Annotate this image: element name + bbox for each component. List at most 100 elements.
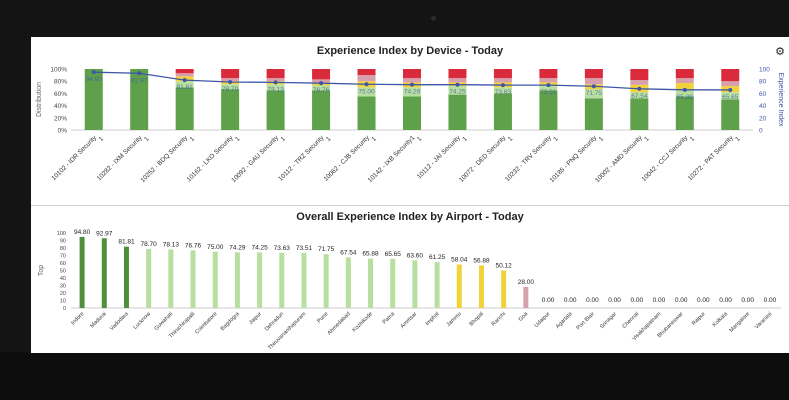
- y-tick-label: 0: [63, 306, 66, 312]
- stacked-bar-segment: [721, 69, 740, 82]
- stacked-bar-segment: [175, 81, 194, 88]
- bar-data-label: 28.00: [518, 279, 535, 286]
- stacked-bar-segment: [721, 92, 740, 100]
- x-tick-label: Varanasi: [754, 311, 773, 330]
- stacked-bar-segment: [630, 69, 649, 80]
- airport-bar: [501, 270, 507, 308]
- bar-data-label: 58.04: [451, 256, 468, 263]
- stacked-bar-segment: [675, 96, 694, 130]
- x-tick-label: Chennai: [621, 311, 640, 330]
- bar-data-label: 75.00: [207, 244, 224, 251]
- stacked-bar-segment: [721, 81, 740, 87]
- y-tick-label: 90: [60, 239, 66, 245]
- stacked-bar-segment: [312, 85, 331, 91]
- stacked-bar-segment: [175, 69, 194, 74]
- line-point: [137, 71, 142, 76]
- airport-bar: [390, 258, 396, 308]
- x-tick-label: Thiruvananthapuram: [267, 311, 307, 351]
- line-data-label: 76.76: [313, 87, 330, 94]
- line-data-label: 71.75: [586, 90, 603, 97]
- line-point: [228, 79, 233, 84]
- stacked-bar-segment: [357, 96, 376, 130]
- x-tick-suffix: 1: [98, 135, 106, 143]
- x-tick-label: Mangalore: [729, 311, 752, 334]
- line-point: [91, 70, 96, 75]
- stacked-bar-segment: [630, 98, 649, 130]
- line-point: [182, 78, 187, 83]
- bar-data-label: 63.60: [407, 252, 424, 259]
- stacked-bar-segment: [493, 78, 512, 83]
- airport-bar: [478, 265, 484, 308]
- bar-data-label: 94.80: [74, 229, 91, 236]
- x-tick-label: Lucknow: [132, 311, 152, 331]
- airport-bar: [234, 252, 240, 308]
- line-data-label: 75.00: [358, 88, 375, 95]
- bar-data-label: 0.00: [697, 297, 710, 304]
- x-tick-label: Ahmedabad: [327, 311, 352, 336]
- y-tick-label: 50: [60, 269, 66, 275]
- y-tick-label: 70: [60, 254, 66, 260]
- line-data-label: 78.13: [267, 86, 284, 93]
- bar-data-label: 65.65: [385, 251, 402, 258]
- bar-data-label: 71.75: [318, 246, 335, 253]
- bar-data-label: 92.97: [96, 230, 113, 237]
- bar-data-label: 67.54: [340, 249, 357, 256]
- device-chart: Distribution Experience Index 0% 20% 40% 60% 8…: [36, 67, 784, 185]
- stacked-bar-segment: [357, 69, 376, 76]
- x-tick-label: Srinagar: [599, 311, 618, 330]
- airport-bar: [168, 249, 174, 308]
- x-tick-suffix: 1: [280, 135, 288, 143]
- airport-chart-title: Overall Experience Index by Airport - To…: [296, 211, 524, 223]
- stacked-bar-segment: [221, 78, 240, 82]
- x-tick-label: Port Blair: [576, 311, 596, 331]
- airport-bar: [190, 250, 196, 308]
- x-tick-label: Agartala: [555, 311, 574, 330]
- x-tick-suffix: 1: [461, 135, 469, 143]
- y-tick-label: 20: [60, 291, 66, 297]
- bar-data-label: 78.13: [163, 241, 180, 248]
- y-tick-label: 80: [60, 246, 66, 252]
- x-tick-label: Dehradun: [264, 311, 285, 332]
- stacked-bar-segment: [493, 69, 512, 79]
- airport-bar: [146, 248, 152, 308]
- bar-data-label: 0.00: [542, 297, 555, 304]
- x-tick-suffix: 1: [734, 135, 742, 143]
- stacked-bar-segment: [675, 69, 694, 79]
- stacked-bar-segment: [630, 79, 649, 85]
- gear-icon[interactable]: ⚙: [775, 46, 785, 58]
- y-tick-label: 0%: [58, 128, 68, 135]
- panel-divider: [31, 205, 789, 206]
- bar-data-label: 0.00: [586, 297, 599, 304]
- stacked-bar-segment: [403, 69, 421, 79]
- x-tick-label: Raipur: [691, 311, 707, 327]
- line-data-label: 92.97: [131, 77, 148, 84]
- y-tick-label: 10: [60, 299, 66, 305]
- stacked-bar-segment: [493, 93, 512, 130]
- y-tick-label: 100%: [50, 67, 67, 74]
- stacked-bar-segment: [584, 69, 603, 79]
- y-tick-label: 60: [60, 261, 66, 267]
- line-point: [455, 82, 460, 87]
- airport-bar: [523, 287, 529, 308]
- bar-data-label: 78.70: [141, 241, 158, 248]
- bar-data-label: 65.88: [362, 251, 379, 258]
- x-tick-suffix: 1: [552, 135, 560, 143]
- x-tick-suffix: 1: [416, 135, 424, 143]
- line-point: [546, 83, 551, 88]
- dashboard-screen: Experience Index by Device - Today ⚙ Dis…: [31, 37, 789, 353]
- airport-bar: [456, 264, 462, 308]
- line-data-label: 74.25: [449, 89, 466, 96]
- bar-data-label: 74.29: [229, 244, 246, 251]
- x-tick-label: Jammu: [446, 311, 463, 328]
- bar-data-label: 81.81: [118, 239, 135, 246]
- x-tick-suffix: 1: [689, 135, 697, 143]
- line-data-label: 73.63: [495, 89, 512, 96]
- stacked-bar-segment: [175, 73, 194, 77]
- bar-data-label: 61.25: [429, 254, 446, 261]
- x-tick-suffix: 1: [598, 135, 606, 143]
- device-chart-title: Experience Index by Device - Today: [316, 45, 504, 57]
- y-tick-label: 100: [57, 231, 66, 237]
- stacked-bar-segment: [312, 90, 331, 130]
- y2-tick-label: 100: [759, 67, 770, 74]
